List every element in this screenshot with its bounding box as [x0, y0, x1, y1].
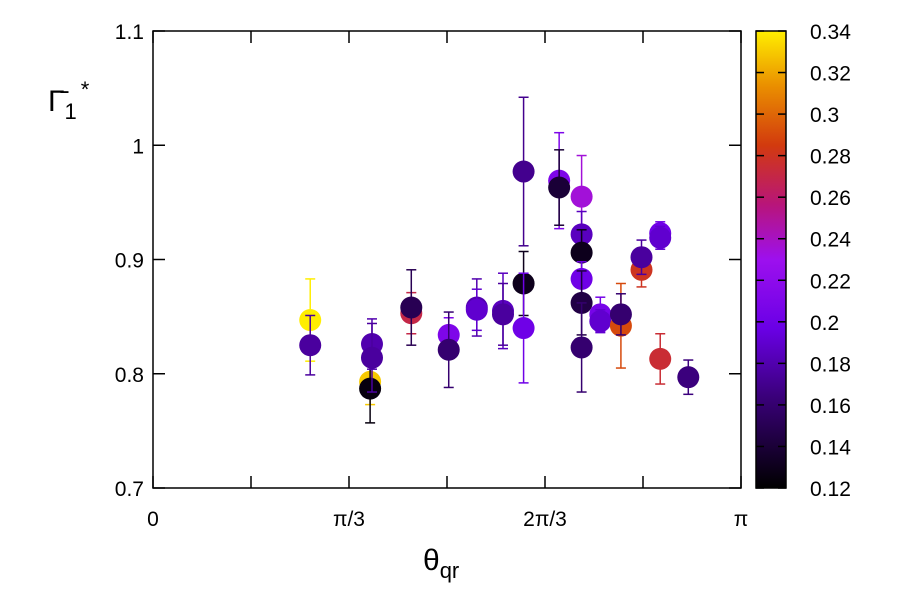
colorbar-tick-label: 0.2 [810, 312, 839, 335]
y-axis-label-sup: * [81, 77, 90, 102]
data-point [299, 314, 322, 376]
colorbar: 0.12 0.14 0.16 0.18 0.2 0.22 0.24 0.26 0.28 0.3 0.… [755, 21, 851, 501]
point-marker [649, 347, 672, 370]
point-marker [609, 303, 632, 326]
y-tick-label: 0.9 [115, 250, 144, 273]
point-marker [492, 303, 515, 326]
axis-ticks: 0 π/3 2π/3 π 0.7 0.8 0.9 1 1.1 [115, 21, 748, 531]
colorbar-ticks: 0.12 0.14 0.16 0.18 0.2 0.22 0.24 0.26 0.28 0.3 0.… [756, 21, 851, 501]
data-point [437, 311, 460, 389]
data-point [570, 302, 593, 393]
point-marker [630, 246, 653, 269]
point-marker [570, 185, 593, 208]
point-marker [589, 310, 612, 333]
data-point [609, 293, 632, 336]
x-axis-label: θqr [423, 544, 459, 583]
x-axis-label-sub: qr [440, 558, 460, 583]
plot-area: 0 π/3 2π/3 π 0.7 0.8 0.9 1 1.1 [115, 21, 748, 531]
data-point [400, 269, 423, 346]
data-point [492, 282, 515, 346]
x-tick-label: π/3 [333, 508, 365, 531]
point-marker [570, 336, 593, 359]
colorbar-tick-label: 0.12 [810, 478, 851, 501]
x-tick-label: 0 [147, 508, 159, 531]
colorbar-tick-label: 0.28 [810, 146, 851, 169]
point-marker [437, 338, 460, 361]
colorbar-gradient [755, 30, 787, 489]
point-marker [512, 160, 535, 183]
data-point [548, 149, 571, 226]
colorbar-tick-label: 0.22 [810, 270, 851, 293]
point-marker [299, 334, 322, 357]
y-tick-label: 1.1 [115, 21, 144, 44]
colorbar-tick-label: 0.18 [810, 353, 851, 376]
point-marker [400, 296, 423, 319]
data-point [465, 288, 488, 332]
point-marker [677, 366, 700, 389]
colorbar-tick-label: 0.34 [810, 21, 851, 44]
data-point [589, 309, 612, 334]
x-tick-label: π [734, 508, 749, 531]
colorbar-tick-label: 0.26 [810, 187, 851, 210]
point-marker [512, 317, 535, 340]
point-marker [359, 377, 382, 400]
y-axis-label: Γ̄1* [48, 77, 90, 124]
colorbar-tick-label: 0.14 [810, 436, 851, 459]
y-tick-label: 0.7 [115, 478, 144, 501]
data-point [512, 272, 535, 384]
data-point [512, 96, 535, 247]
point-marker [548, 176, 571, 199]
y-axis-label-sub: 1 [65, 99, 77, 124]
data-point [360, 322, 383, 393]
point-marker [465, 298, 488, 321]
point-marker [649, 226, 672, 249]
data-point [649, 225, 672, 250]
data-point [677, 359, 700, 396]
colorbar-tick-label: 0.32 [810, 63, 851, 86]
y-axis-label-main: Γ̄ [48, 85, 70, 118]
y-tick-label: 1 [132, 135, 144, 158]
point-marker [360, 346, 383, 369]
x-axis-label-main: θ [423, 544, 440, 577]
x-tick-label: 2π/3 [523, 508, 567, 531]
colorbar-tick-label: 0.16 [810, 395, 851, 418]
colorbar-tick-label: 0.3 [810, 104, 839, 127]
data-point [649, 333, 672, 385]
plot-frame [152, 30, 742, 489]
y-tick-label: 0.8 [115, 364, 144, 387]
colorbar-tick-label: 0.24 [810, 229, 851, 252]
data-point [630, 239, 653, 276]
point-marker [570, 241, 593, 264]
data-points [299, 96, 700, 424]
